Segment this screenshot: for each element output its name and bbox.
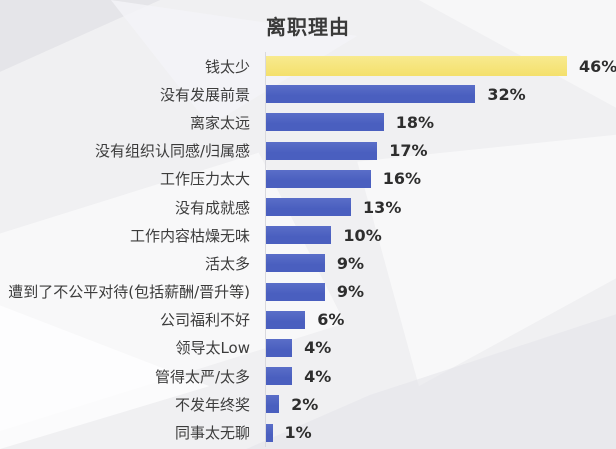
plot-area: 13% — [265, 192, 616, 222]
value-label: 17% — [389, 141, 428, 161]
value-label: 4% — [304, 366, 332, 386]
plot-area: 4% — [265, 333, 616, 363]
plot-area: 17% — [265, 136, 616, 165]
plot-area: 10% — [265, 221, 616, 250]
bar — [266, 226, 332, 245]
bar-chart: 钱太少 46% 没有发展前景 32% 离家太远 18% 没有组织认同感/归属感 17% 工作压力… — [0, 52, 616, 447]
chart-row: 离家太远 18% — [0, 108, 616, 137]
value-label: 9% — [336, 253, 365, 273]
plot-area: 4% — [265, 362, 616, 391]
category-label: 活太多 — [204, 254, 250, 273]
plot-area: 32% — [265, 80, 616, 109]
value-label: 18% — [395, 112, 435, 132]
bar — [266, 141, 378, 160]
value-label: 32% — [487, 84, 526, 104]
plot-area: 2% — [265, 390, 616, 419]
bar — [266, 338, 293, 357]
value-label: 9% — [336, 282, 365, 302]
bar — [266, 367, 293, 386]
category-label: 领导太Low — [175, 339, 250, 358]
chart-row: 同事太无聊 1% — [0, 418, 616, 447]
chart-title: 离职理由 — [266, 15, 350, 39]
chart-row: 没有组织认同感/归属感 17% — [0, 136, 616, 165]
category-label: 工作压力太大 — [159, 170, 250, 189]
category-label: 公司福利不好 — [159, 311, 250, 330]
bar — [266, 85, 476, 104]
bar — [266, 395, 280, 414]
plot-area: 9% — [265, 277, 616, 306]
chart-row: 管得太严/太多 4% — [0, 362, 616, 391]
chart-row: 公司福利不好 6% — [0, 305, 616, 334]
value-label: 1% — [284, 423, 312, 443]
category-label: 没有组织认同感/归属感 — [94, 142, 250, 161]
value-label: 16% — [382, 169, 421, 189]
category-label: 遭到了不公平对待(包括薪酬/晋升等) — [8, 283, 250, 302]
plot-area: 18% — [265, 108, 616, 137]
chart-row: 不发年终奖 2% — [0, 390, 616, 419]
category-label: 离家太远 — [189, 113, 250, 132]
value-label: 2% — [291, 394, 319, 414]
chart-row: 活太多 9% — [0, 249, 616, 278]
bar — [266, 113, 384, 132]
chart-row: 遭到了不公平对待(包括薪酬/晋升等) 9% — [0, 277, 616, 306]
category-label: 没有成就感 — [174, 198, 250, 217]
chart-row: 工作压力太大 16% — [0, 164, 616, 193]
plot-area: 6% — [265, 305, 616, 334]
chart-row: 没有成就感 13% — [0, 192, 616, 222]
bar — [266, 310, 306, 329]
bar — [266, 282, 325, 301]
bar — [266, 198, 352, 217]
plot-area: 1% — [265, 418, 616, 447]
highlight-bar — [266, 56, 567, 77]
chart-row: 领导太Low 4% — [0, 333, 616, 363]
chart-row: 钱太少 46% — [0, 52, 616, 81]
bar — [266, 254, 325, 273]
chart-row: 没有发展前景 32% — [0, 80, 616, 109]
plot-area: 9% — [265, 249, 616, 278]
category-label: 不发年终奖 — [174, 395, 250, 414]
bar — [266, 423, 273, 442]
category-label: 同事太无聊 — [174, 424, 250, 443]
category-label: 没有发展前景 — [159, 85, 250, 104]
plot-area: 16% — [265, 164, 616, 193]
value-label: 13% — [363, 197, 402, 217]
plot-area: 46% — [265, 52, 616, 81]
value-label: 10% — [343, 225, 382, 245]
chart-row: 工作内容枯燥无味 10% — [0, 221, 616, 250]
value-label: 6% — [317, 310, 345, 330]
value-label: 4% — [304, 338, 332, 358]
category-label: 工作内容枯燥无味 — [129, 226, 250, 245]
value-label: 46% — [578, 56, 616, 76]
category-label: 管得太严/太多 — [154, 367, 250, 386]
category-label: 钱太少 — [204, 57, 250, 76]
bar — [266, 169, 371, 188]
